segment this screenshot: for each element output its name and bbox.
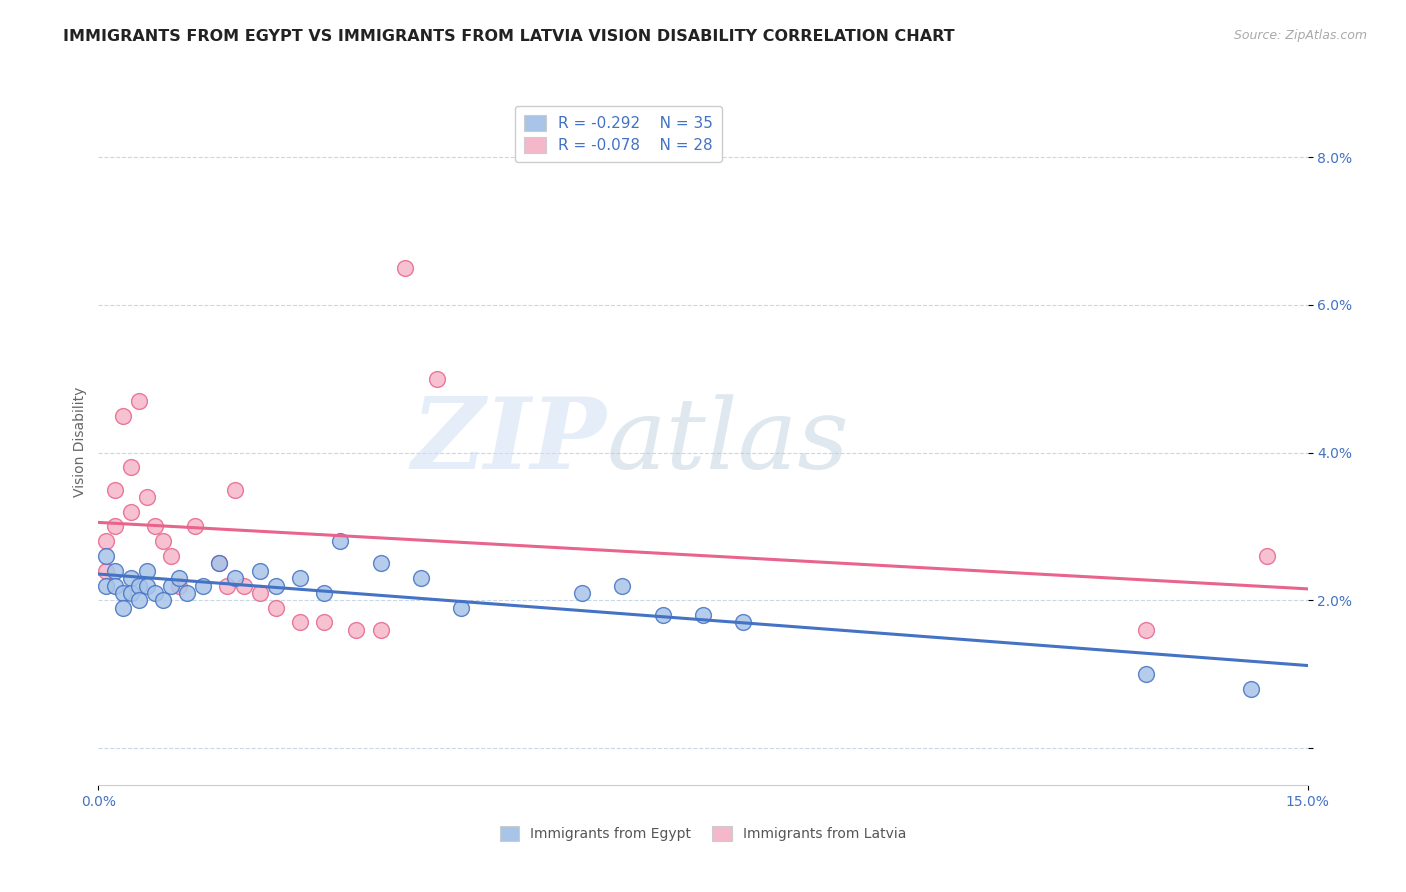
Point xyxy=(184,519,207,533)
Point xyxy=(612,578,634,592)
Point xyxy=(224,483,246,497)
Point xyxy=(120,505,142,519)
Point xyxy=(288,615,311,630)
Point xyxy=(651,608,673,623)
Point xyxy=(232,578,254,592)
Point xyxy=(152,534,174,549)
Point xyxy=(96,534,118,549)
Point xyxy=(571,586,593,600)
Point xyxy=(1135,667,1157,681)
Point xyxy=(103,564,125,578)
Point xyxy=(167,571,190,585)
Point xyxy=(264,578,287,592)
Point xyxy=(120,586,142,600)
Point xyxy=(193,578,215,592)
Point xyxy=(329,534,352,549)
Point xyxy=(143,519,166,533)
Point xyxy=(143,586,166,600)
Point xyxy=(249,586,271,600)
Legend: Immigrants from Egypt, Immigrants from Latvia: Immigrants from Egypt, Immigrants from L… xyxy=(495,821,911,847)
Point xyxy=(96,578,118,592)
Point xyxy=(176,586,198,600)
Text: atlas: atlas xyxy=(606,394,849,489)
Point xyxy=(344,623,367,637)
Point xyxy=(224,571,246,585)
Text: IMMIGRANTS FROM EGYPT VS IMMIGRANTS FROM LATVIA VISION DISABILITY CORRELATION CH: IMMIGRANTS FROM EGYPT VS IMMIGRANTS FROM… xyxy=(63,29,955,44)
Point xyxy=(135,564,157,578)
Point xyxy=(692,608,714,623)
Point xyxy=(103,519,125,533)
Point xyxy=(370,557,392,571)
Point xyxy=(135,578,157,592)
Point xyxy=(103,578,125,592)
Point xyxy=(733,615,755,630)
Point xyxy=(120,460,142,475)
Point xyxy=(96,549,118,563)
Point xyxy=(314,615,336,630)
Point xyxy=(1135,623,1157,637)
Text: Source: ZipAtlas.com: Source: ZipAtlas.com xyxy=(1233,29,1367,42)
Point xyxy=(111,409,134,423)
Point xyxy=(160,578,183,592)
Point xyxy=(394,260,416,275)
Point xyxy=(217,578,239,592)
Point xyxy=(1240,681,1263,696)
Point xyxy=(96,564,118,578)
Point xyxy=(128,593,150,607)
Point xyxy=(409,571,432,585)
Point xyxy=(208,557,231,571)
Point xyxy=(450,600,472,615)
Text: ZIP: ZIP xyxy=(412,393,606,490)
Point xyxy=(288,571,311,585)
Point xyxy=(314,586,336,600)
Point xyxy=(111,586,134,600)
Point xyxy=(160,549,183,563)
Point xyxy=(249,564,271,578)
Point xyxy=(135,490,157,504)
Point xyxy=(128,393,150,408)
Point xyxy=(208,557,231,571)
Point xyxy=(167,578,190,592)
Point xyxy=(128,578,150,592)
Point xyxy=(103,483,125,497)
Point xyxy=(370,623,392,637)
Point xyxy=(1256,549,1278,563)
Point xyxy=(264,600,287,615)
Point xyxy=(111,600,134,615)
Point xyxy=(426,372,449,386)
Point xyxy=(152,593,174,607)
Point xyxy=(120,571,142,585)
Y-axis label: Vision Disability: Vision Disability xyxy=(73,386,87,497)
